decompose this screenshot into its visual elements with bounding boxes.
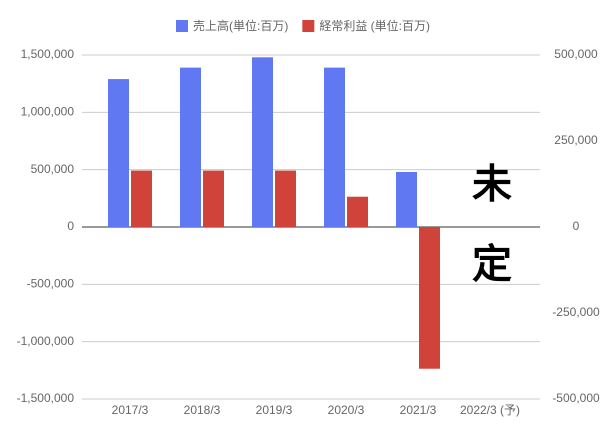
legend-label: 経常利益 (単位:百万) [319, 18, 430, 33]
x-tick-label: 2019/3 [256, 403, 293, 417]
bar [419, 227, 440, 369]
annotation: 定 [472, 243, 512, 287]
legend-swatch [176, 20, 188, 32]
x-tick-label: 2022/3 (予) [460, 403, 520, 417]
y-tick-label: -500,000 [27, 277, 75, 291]
y-tick-label: 1,000,000 [21, 105, 75, 119]
y2-tick-label: -500,000 [552, 391, 600, 405]
bar [252, 57, 273, 227]
y-tick-label: -1,500,000 [17, 391, 75, 405]
x-tick-label: 2020/3 [328, 403, 365, 417]
bar [108, 79, 129, 227]
y2-tick-label: 250,000 [554, 133, 598, 147]
legend-swatch [302, 20, 315, 32]
bar [180, 67, 201, 227]
bar [396, 171, 417, 227]
bar [347, 196, 368, 227]
y-tick-label: 0 [67, 219, 74, 233]
annotation: 未 [472, 163, 512, 207]
bar [203, 170, 224, 227]
x-tick-label: 2018/3 [184, 403, 221, 417]
y-tick-label: 500,000 [31, 162, 75, 176]
y-tick-label: -1,000,000 [17, 334, 75, 348]
y2-tick-label: -250,000 [552, 305, 600, 319]
bar [324, 67, 345, 227]
legend-label: 売上高(単位:百万) [193, 18, 288, 33]
bar [131, 170, 152, 227]
x-tick-label: 2017/3 [112, 403, 149, 417]
bar [275, 170, 296, 227]
y-tick-label: 1,500,000 [21, 47, 75, 61]
y2-tick-label: 0 [573, 219, 580, 233]
x-tick-label: 2021/3 [400, 403, 437, 417]
y2-tick-label: 500,000 [554, 47, 598, 61]
